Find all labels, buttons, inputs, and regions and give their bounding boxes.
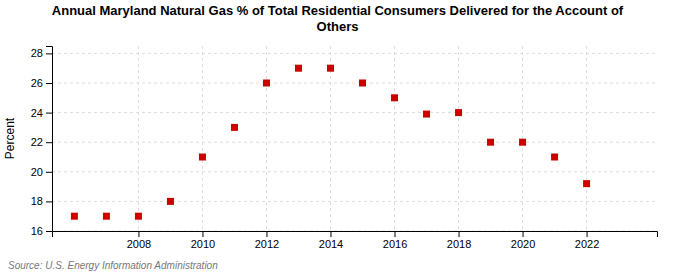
- tick-mark: [459, 231, 460, 237]
- grid-line: [52, 142, 657, 143]
- annotation: Source: U.S. Energy Information Administ…: [8, 260, 218, 271]
- grid-line: [52, 201, 657, 202]
- tick: 2016: [383, 231, 407, 250]
- tick-label: 2014: [319, 238, 343, 250]
- tick: 2008: [127, 231, 151, 250]
- point: [199, 154, 206, 161]
- axis-line: [46, 47, 53, 232]
- tick-mark: [46, 113, 52, 114]
- grid-line: [586, 46, 587, 231]
- tick-label: 16: [31, 225, 43, 237]
- tick: 20: [31, 166, 52, 178]
- tick-mark: [202, 231, 203, 237]
- grid-line: [202, 46, 203, 231]
- point: [71, 213, 78, 220]
- x-axis: 2008 2010 2012 2014 2016 2018 2020 2022: [53, 231, 658, 250]
- tick-label: 24: [31, 107, 43, 119]
- points: [71, 65, 590, 220]
- tick-label: 18: [31, 195, 43, 207]
- tick: 2018: [447, 231, 471, 250]
- axis-line: [53, 232, 658, 238]
- grid-line: [458, 46, 459, 231]
- point: [263, 80, 270, 87]
- point: [359, 80, 366, 87]
- tick: 22: [31, 136, 52, 148]
- tick: 2022: [575, 231, 599, 250]
- tick-mark: [266, 231, 267, 237]
- tick-mark: [523, 231, 524, 237]
- point: [135, 213, 142, 220]
- grid-line: [522, 46, 523, 231]
- tick-mark: [46, 142, 52, 143]
- tick-label: 2008: [127, 238, 151, 250]
- grid-line: [52, 83, 657, 84]
- tick-mark: [138, 231, 139, 237]
- tick-mark: [330, 231, 331, 237]
- tick-label: 28: [31, 47, 43, 59]
- grid-line: [52, 171, 657, 172]
- point: [391, 94, 398, 101]
- point: [551, 154, 558, 161]
- grid-line: [52, 112, 657, 113]
- tick: 18: [31, 195, 52, 207]
- tick-label: 2018: [447, 238, 471, 250]
- tick-label: 22: [31, 136, 43, 148]
- grid: [52, 46, 657, 231]
- point: [583, 180, 590, 187]
- point: [519, 139, 526, 146]
- tick-label: 20: [31, 166, 43, 178]
- point: [103, 213, 110, 220]
- grid-line: [330, 46, 331, 231]
- chart: 2008201020122014201620182020202216182022…: [0, 0, 675, 275]
- tick-label: 2020: [511, 238, 535, 250]
- grid-line: [266, 46, 267, 231]
- tick-label: 2016: [383, 238, 407, 250]
- plot: 2008201020122014201620182020202216182022…: [31, 46, 658, 250]
- tick-label: 2012: [255, 238, 279, 250]
- grid-line: [138, 46, 139, 231]
- tick: 2014: [319, 231, 343, 250]
- y-axis-label: Percent: [3, 117, 17, 159]
- y-axis: 16 18 20 22 24 26 28: [31, 47, 53, 238]
- tick-label: 26: [31, 77, 43, 89]
- tick-mark: [46, 231, 52, 232]
- tick-mark: [395, 231, 396, 237]
- tick: 28: [31, 47, 52, 59]
- tick: 26: [31, 77, 52, 89]
- point: [231, 124, 238, 131]
- point: [295, 65, 302, 72]
- point: [423, 111, 430, 118]
- tick-mark: [46, 83, 52, 84]
- tick: 16: [31, 225, 52, 237]
- point: [455, 109, 462, 116]
- title: Annual Maryland Natural Gas % of Total R…: [52, 3, 624, 34]
- tick: 2012: [255, 231, 279, 250]
- tick-mark: [587, 231, 588, 237]
- point: [327, 65, 334, 72]
- tick: 2010: [191, 231, 215, 250]
- point: [487, 139, 494, 146]
- tick-mark: [46, 53, 52, 54]
- point: [167, 198, 174, 205]
- tick-label: 2022: [575, 238, 599, 250]
- tick: 2020: [511, 231, 535, 250]
- tick-mark: [46, 172, 52, 173]
- grid-line: [394, 46, 395, 231]
- tick-label: 2010: [191, 238, 215, 250]
- tick-mark: [46, 201, 52, 202]
- grid-line: [52, 53, 657, 54]
- tick: 24: [31, 107, 52, 119]
